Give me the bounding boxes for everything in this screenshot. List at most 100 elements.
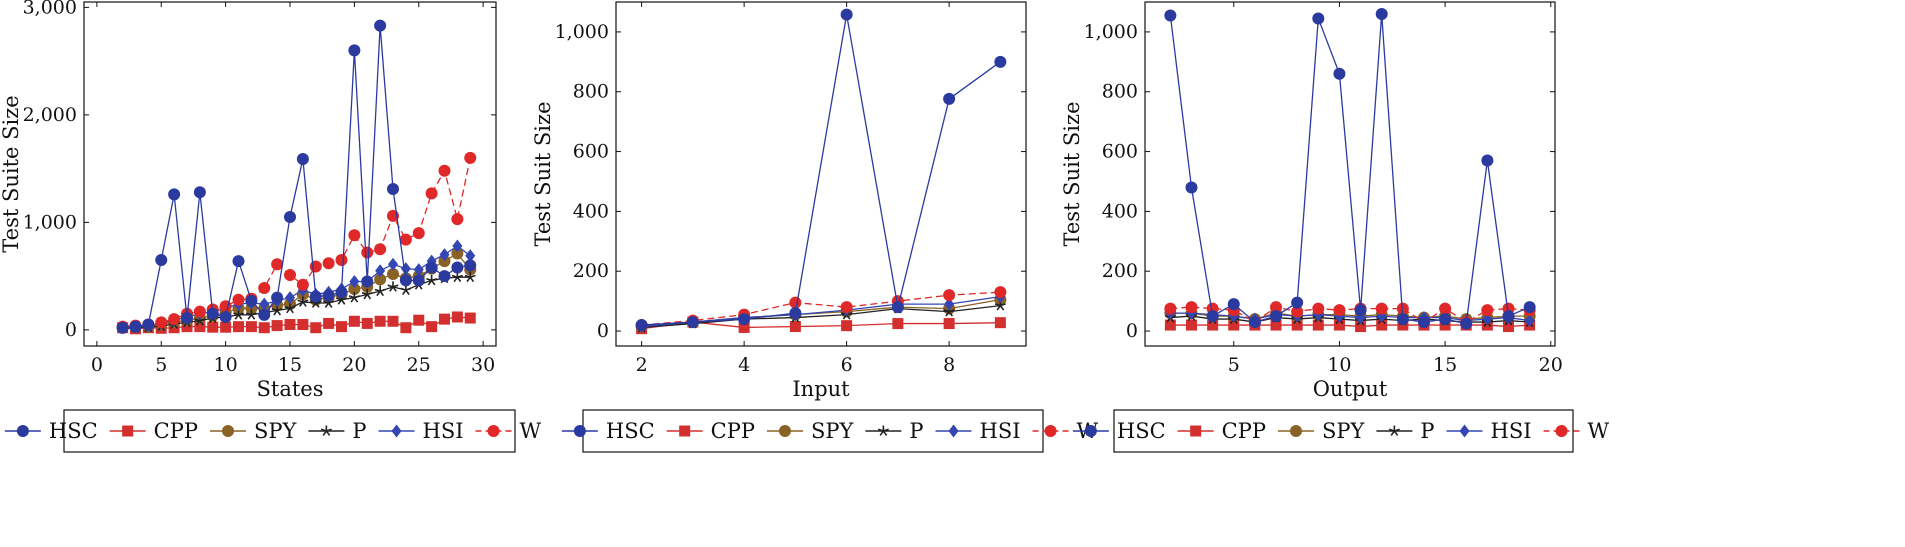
data-point-w: [425, 187, 438, 200]
data-point-w: [258, 281, 271, 294]
data-point-cpp: [1503, 321, 1515, 333]
data-point-hsc: [168, 188, 181, 201]
y-tick-label: 2,000: [23, 104, 77, 126]
data-point-w: [232, 293, 245, 306]
data-point-hsc: [258, 308, 271, 321]
data-point-hsc: [348, 44, 361, 57]
data-point-w: [374, 243, 387, 256]
legend-label: HSI: [980, 419, 1021, 443]
data-point-w: [335, 254, 348, 266]
data-point-hsc: [1164, 9, 1177, 22]
data-point-hsc: [232, 255, 245, 268]
data-point-w: [1396, 302, 1409, 315]
data-point-w: [1333, 304, 1346, 317]
data-point-cpp: [1355, 321, 1367, 333]
data-point-w: [451, 213, 464, 226]
data-point-p: [284, 302, 296, 314]
data-point-hsc: [1248, 316, 1261, 329]
data-point-w: [1439, 302, 1452, 315]
legend-label: CPP: [154, 419, 198, 443]
legend-marker-hsc: [1084, 425, 1097, 437]
data-point-hsc: [1185, 181, 1198, 194]
y-tick-label: 0: [65, 319, 77, 341]
data-point-hsc: [155, 254, 168, 266]
data-point-cpp: [245, 321, 257, 333]
y-tick-label: 400: [1102, 200, 1138, 222]
data-point-hsc: [193, 186, 206, 199]
data-point-cpp: [220, 321, 232, 333]
x-tick-label: 10: [1327, 354, 1351, 376]
data-point-hsc: [1523, 301, 1536, 314]
data-point-w: [412, 227, 425, 240]
data-point-p: [361, 288, 373, 300]
data-point-hsc: [1333, 67, 1346, 80]
y-tick-label: 800: [573, 81, 609, 103]
data-point-hsc: [296, 152, 309, 165]
data-point-cpp: [1270, 319, 1282, 331]
x-tick-label: 5: [155, 354, 167, 376]
series-line-hsc: [1169, 13, 1530, 325]
data-point-cpp: [1312, 319, 1324, 331]
chart-panel-1: 0 5 10 15 20 25 30 0 1,000 2,000 3,000 States Test S…: [0, 0, 542, 453]
data-point-p: [245, 309, 257, 320]
data-point-w: [168, 313, 181, 326]
data-point-hsc: [789, 307, 802, 320]
data-point-p: [400, 284, 412, 296]
data-point-p: [348, 292, 360, 303]
legend-marker-cpp: [1190, 425, 1202, 437]
data-point-cpp: [1185, 319, 1197, 331]
legend-label: HSI: [1491, 419, 1532, 443]
legend-marker-w: [1555, 425, 1568, 437]
data-point-w: [464, 151, 477, 164]
data-point-hsi: [465, 249, 476, 263]
legend-marker-spy: [1289, 425, 1302, 437]
data-point-cpp: [310, 322, 322, 334]
y-tick-label: 600: [1102, 141, 1138, 163]
data-point-w: [348, 229, 361, 242]
data-point-w: [322, 257, 335, 270]
data-point-hsc: [322, 289, 335, 302]
data-point-hsc: [1439, 313, 1452, 326]
legend-marker-hsi: [948, 424, 959, 438]
legend-label: SPY: [811, 419, 855, 443]
y-tick-label: 200: [573, 260, 609, 282]
data-point-hsi: [413, 263, 424, 277]
data-point-w: [840, 301, 853, 314]
data-point-hsc: [1227, 298, 1240, 311]
data-point-hsi: [285, 291, 295, 305]
data-point-w: [219, 300, 232, 313]
legend-label: P: [909, 419, 923, 443]
data-point-cpp: [207, 321, 219, 333]
legend-marker-hsc: [573, 425, 586, 437]
data-point-hsc: [284, 211, 296, 223]
data-point-hsc: [387, 183, 399, 196]
legend-label: CPP: [711, 419, 755, 443]
data-point-p: [271, 305, 283, 316]
data-point-hsc: [686, 316, 699, 329]
data-point-w: [438, 164, 451, 177]
data-point-cpp: [297, 319, 309, 330]
data-point-w: [309, 260, 322, 273]
data-point-hsc: [1270, 310, 1283, 323]
data-point-hsi: [388, 257, 398, 271]
data-point-w: [943, 289, 956, 302]
series-line-hsc: [122, 25, 471, 329]
data-point-hsi: [1482, 312, 1493, 326]
data-point-cpp: [181, 321, 193, 333]
data-point-cpp: [361, 317, 373, 329]
data-point-cpp: [994, 317, 1006, 329]
y-axis-label: Test Suit Size: [1060, 101, 1084, 246]
data-point-w: [1270, 301, 1283, 314]
data-point-hsc: [129, 320, 142, 333]
data-point-hsi: [259, 297, 270, 311]
data-point-cpp: [892, 318, 904, 330]
y-tick-label: 0: [1126, 320, 1138, 342]
data-point-hsc: [840, 8, 853, 21]
x-tick-label: 15: [1433, 354, 1457, 376]
series-line-hsi: [122, 245, 471, 329]
data-point-cpp: [1333, 319, 1345, 331]
data-point-w: [155, 316, 168, 329]
legend-marker-hsc: [16, 425, 29, 437]
series-line-cpp: [122, 316, 471, 330]
